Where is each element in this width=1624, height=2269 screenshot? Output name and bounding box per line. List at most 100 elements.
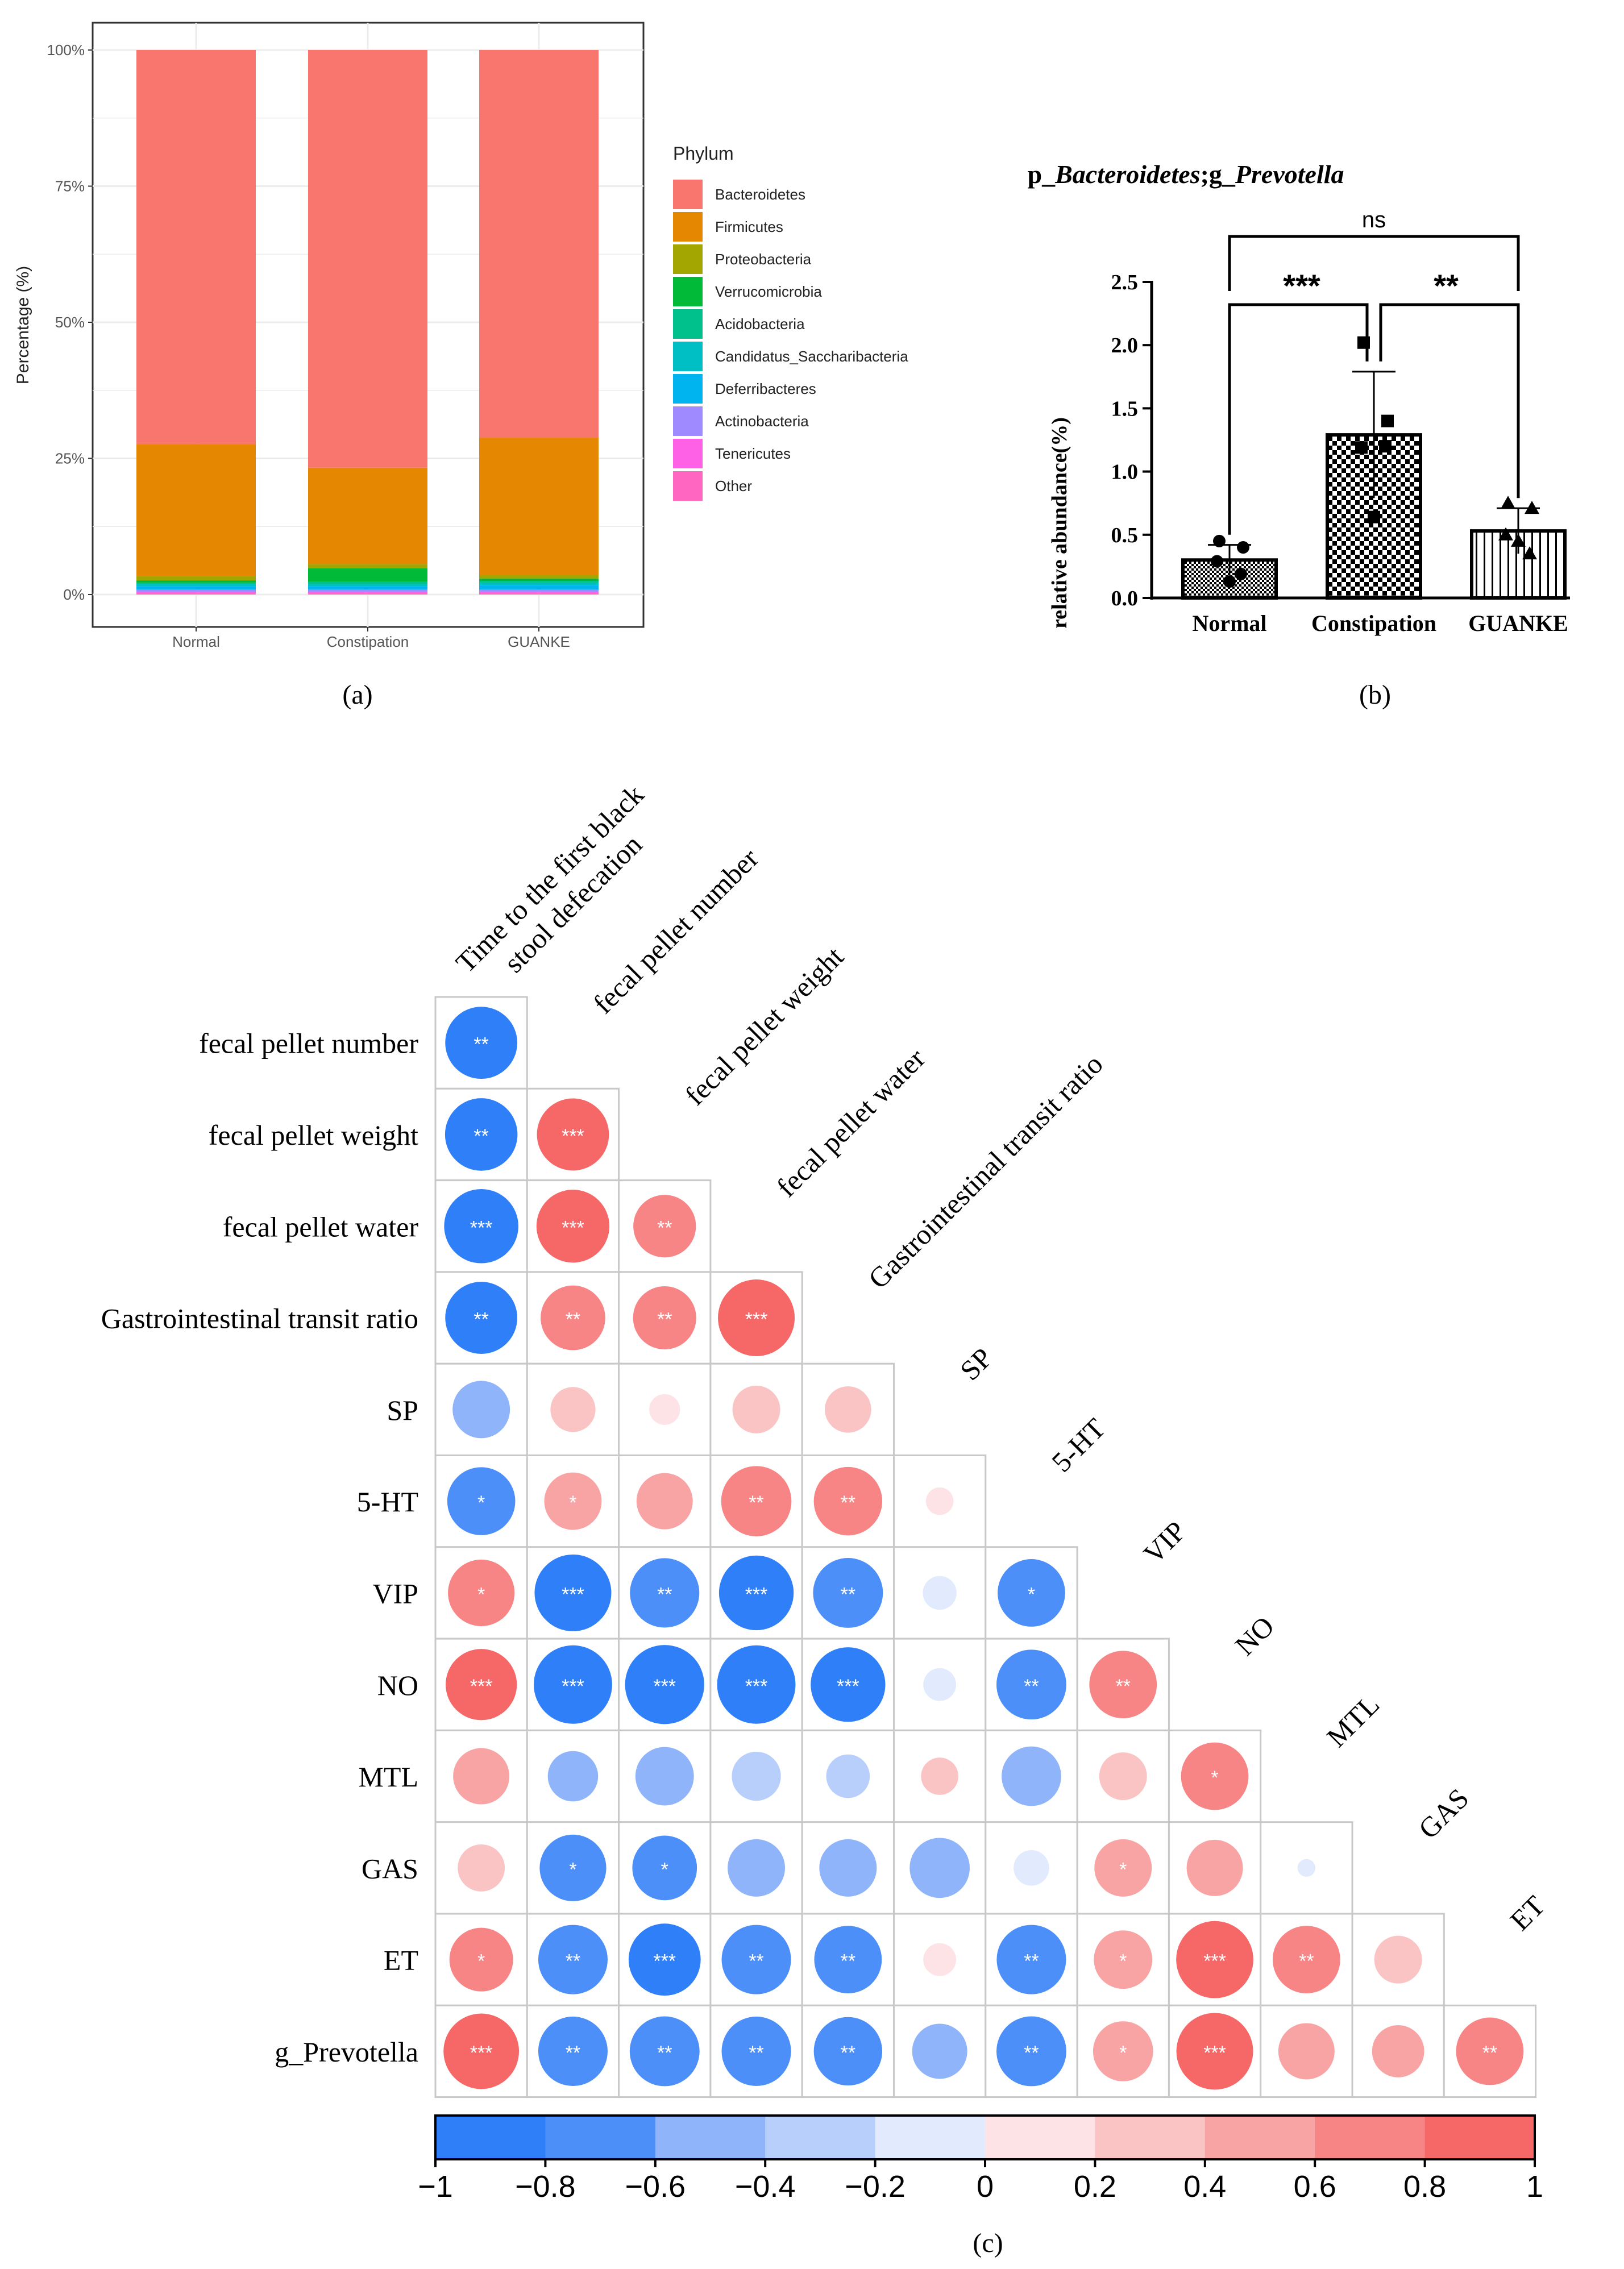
panel-a-legend-label: Candidatus_Saccharibacteria bbox=[715, 348, 908, 365]
panel-c-row-label: NO bbox=[377, 1669, 418, 1701]
panel-c-row-label: VIP bbox=[372, 1577, 418, 1609]
panel-c-circle bbox=[628, 1923, 701, 1996]
panel-b-point bbox=[1235, 567, 1247, 580]
panel-c-significance: *** bbox=[653, 1676, 676, 1697]
panel-b-point bbox=[1237, 541, 1249, 554]
panel-a-bar-segment-other bbox=[479, 593, 599, 595]
panel-c-significance: * bbox=[477, 1951, 485, 1972]
panel-c-colorbar-tick-label: −0.2 bbox=[845, 2170, 906, 2204]
panel-a-y-ticks: 0% 25% 50% 75% 100% bbox=[47, 41, 93, 603]
panel-c-colorbar-swatch bbox=[765, 2116, 876, 2159]
panel-c-colorbar-tick-label: 1 bbox=[1526, 2170, 1543, 2204]
panel-b-y-tick-label: 0.0 bbox=[1111, 587, 1139, 610]
panel-c-significance: ** bbox=[474, 1125, 488, 1147]
panel-a-legend-label: Deferribacteres bbox=[715, 380, 816, 397]
panel-c-circle bbox=[544, 1472, 602, 1530]
panel-c-circle bbox=[629, 2016, 700, 2087]
panel-c-circle bbox=[813, 2017, 883, 2086]
panel-c-circle bbox=[445, 1282, 518, 1354]
panel-b-point bbox=[1511, 533, 1526, 547]
panel-c-circle bbox=[550, 1387, 596, 1432]
panel-a-legend-label: Acidobacteria bbox=[715, 315, 805, 333]
panel-c-significance: ** bbox=[566, 1951, 580, 1972]
panel-c-colorbar-swatch bbox=[1095, 2116, 1206, 2159]
panel-b-x-ticks: Normal Constipation GUANKE bbox=[1192, 610, 1568, 636]
panel-a-legend-label: Firmicutes bbox=[715, 218, 783, 235]
panel-a-legend-label: Verrucomicrobia bbox=[715, 283, 822, 300]
panel-a-y-tick-label: 100% bbox=[47, 41, 85, 59]
panel-c-row-label: fecal pellet weight bbox=[209, 1119, 418, 1151]
panel-c-circle bbox=[923, 1943, 957, 1976]
panel-b-point bbox=[1525, 501, 1539, 514]
panel-a-y-axis-label: Percentage (%) bbox=[14, 266, 32, 384]
panel-c-circle bbox=[728, 1839, 786, 1897]
panel-c-circle bbox=[443, 2013, 520, 2089]
panel-c-significance: ** bbox=[841, 1584, 855, 1605]
panel-b-point bbox=[1355, 441, 1368, 454]
panel-a-legend: Bacteroidetes Firmicutes Proteobacteria Ver… bbox=[673, 180, 908, 501]
panel-a-bar-segment-firmicutes bbox=[479, 438, 599, 575]
panel-b-title: p_Bacteroidetes;g_Prevotella bbox=[1027, 160, 1344, 189]
panel-c-significance: ** bbox=[1024, 1676, 1039, 1697]
panel-c-row-label: fecal pellet number bbox=[199, 1028, 418, 1059]
panel-a-bar-segment-actinobacteria bbox=[308, 589, 427, 592]
panel-b-point bbox=[1501, 496, 1515, 509]
panel-c-circle bbox=[1186, 1839, 1243, 1896]
panel-c-colorbar-swatch bbox=[1204, 2116, 1315, 2159]
panel-c-circle bbox=[1094, 1930, 1153, 1989]
panel-c-column-label: VIP bbox=[1137, 1515, 1192, 1570]
panel-c-significance: ** bbox=[657, 1217, 672, 1239]
panel-c-colorbar-tick-label: 0 bbox=[977, 2170, 994, 2204]
panel-c-colorbar-tick-label: 0.4 bbox=[1183, 2170, 1226, 2204]
panel-c-colorbar-swatch bbox=[985, 2116, 1095, 2159]
panel-b-point bbox=[1211, 555, 1223, 568]
panel-c-colorbar-tick-label: −0.6 bbox=[625, 2170, 686, 2204]
panel-a-bar-segment-candidatus_saccharibacteria bbox=[308, 584, 427, 587]
panel-c-significance: ** bbox=[1024, 2042, 1039, 2064]
panel-c-significance: ** bbox=[474, 1034, 488, 1055]
panel-c-significance: *** bbox=[745, 1584, 768, 1605]
panel-c-circle bbox=[996, 1925, 1066, 1994]
panel-c-circle bbox=[445, 1007, 518, 1079]
panel-b-point bbox=[1381, 414, 1394, 427]
panel-c-circle bbox=[721, 1925, 791, 1994]
panel-c-significance: ** bbox=[657, 2042, 672, 2064]
panel-b-points bbox=[1211, 336, 1539, 588]
panel-a-legend-swatch bbox=[673, 309, 703, 339]
panel-a-y-tick-label: 50% bbox=[55, 314, 85, 331]
panel-c-circle bbox=[1089, 1651, 1157, 1719]
panel-c-colorbar-swatch bbox=[1424, 2116, 1535, 2159]
panel-c-significance: ** bbox=[749, 1492, 763, 1514]
panel-c-significance: ** bbox=[474, 1309, 488, 1331]
panel-a-bar-segment-acidobacteria bbox=[479, 581, 599, 583]
panel-c-row-label: MTL bbox=[358, 1761, 418, 1793]
panel-a-legend-label: Tenericutes bbox=[715, 445, 791, 462]
panel-c-significance: *** bbox=[653, 1951, 676, 1972]
panel-c-circle bbox=[732, 1751, 781, 1801]
panel-a-bar-segment-bacteroidetes bbox=[479, 50, 599, 438]
panel-c-significance: *** bbox=[470, 1676, 493, 1697]
panel-c-significance: *** bbox=[1203, 2042, 1226, 2064]
panel-c-significance: ** bbox=[657, 1309, 672, 1331]
panel-c-significance: ** bbox=[657, 1584, 672, 1605]
panel-c-circle bbox=[448, 1559, 515, 1627]
panel-a-x-ticks: Normal Constipation GUANKE bbox=[172, 627, 570, 650]
panel-c-significance: ** bbox=[566, 2042, 580, 2064]
panel-a-bar-segment-deferribacteres bbox=[479, 585, 599, 590]
panel-c-column-label: fecal pellet weight bbox=[679, 941, 850, 1112]
panel-c-significance: *** bbox=[745, 1676, 768, 1697]
panel-c-row-label: g_Prevotella bbox=[275, 2036, 418, 2068]
panel-c-circle bbox=[444, 1188, 518, 1264]
panel-c-circle bbox=[1456, 2017, 1524, 2085]
panel-c-circle bbox=[449, 1927, 513, 1992]
panel-a-bar-segment-candidatus_saccharibacteria bbox=[479, 583, 599, 585]
panel-a-bar-segment-other bbox=[308, 593, 427, 595]
panel-b-y-tick-label: 2.5 bbox=[1111, 271, 1139, 294]
panel-c-significance: ** bbox=[566, 1309, 580, 1331]
panel-c-circle bbox=[996, 2016, 1066, 2087]
panel-a-bar-segment-tenericutes bbox=[136, 592, 256, 593]
panel-c-circle bbox=[912, 2023, 967, 2079]
panel-c-significance: *** bbox=[1203, 1951, 1226, 1972]
panel-c-circle bbox=[996, 1649, 1066, 1720]
